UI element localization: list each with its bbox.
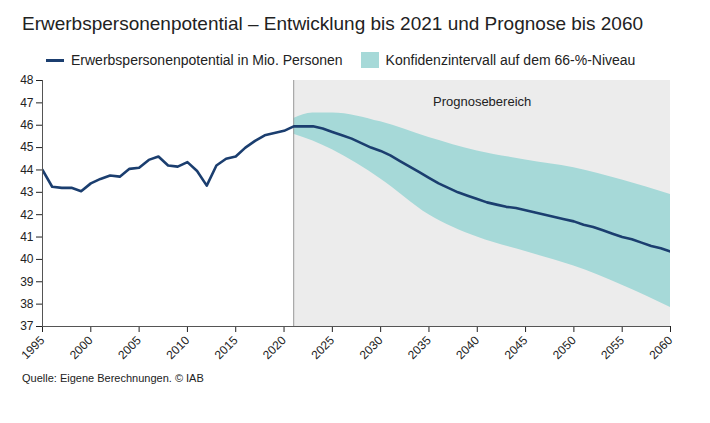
svg-text:2005: 2005 [115, 333, 144, 362]
svg-text:42: 42 [20, 208, 34, 222]
svg-text:46: 46 [20, 118, 34, 132]
svg-text:2050: 2050 [550, 333, 579, 362]
svg-text:44: 44 [20, 163, 34, 177]
html-text:Konfidenzintervall auf dem 66-: Konfidenzintervall auf dem 66-%-Niveau [385, 52, 636, 68]
svg-text:39: 39 [20, 275, 34, 289]
svg-text:2030: 2030 [357, 333, 386, 362]
svg-text:2055: 2055 [598, 333, 627, 362]
html-text:Quelle: Eigene Berechnungen. ©: Quelle: Eigene Berechnungen. © IAB [22, 372, 204, 384]
svg-text:2045: 2045 [502, 333, 531, 362]
svg-text:2000: 2000 [67, 333, 96, 362]
html-text:Erwerbspersonenpotential in Mi: Erwerbspersonenpotential in Mio. Persone… [71, 52, 343, 68]
svg-text:40: 40 [20, 252, 34, 266]
svg-text:2060: 2060 [647, 333, 676, 362]
svg-text:2035: 2035 [405, 333, 434, 362]
svg-text:2015: 2015 [212, 333, 241, 362]
svg-text:41: 41 [20, 230, 34, 244]
svg-text:2025: 2025 [308, 333, 337, 362]
svg-text:Prognosebereich: Prognosebereich [433, 94, 531, 109]
svg-text:43: 43 [20, 185, 34, 199]
svg-text:45: 45 [20, 140, 34, 154]
svg-text:2010: 2010 [163, 333, 192, 362]
svg-text:1995: 1995 [19, 333, 48, 362]
svg-text:38: 38 [20, 297, 34, 311]
svg-text:2040: 2040 [453, 333, 482, 362]
html-text:Erwerbspersonenpotential – Ent: Erwerbspersonenpotential – Entwicklung b… [22, 13, 644, 34]
svg-text:37: 37 [20, 319, 34, 333]
svg-text:48: 48 [20, 73, 34, 87]
svg-text:47: 47 [20, 96, 34, 110]
svg-text:2020: 2020 [260, 333, 289, 362]
